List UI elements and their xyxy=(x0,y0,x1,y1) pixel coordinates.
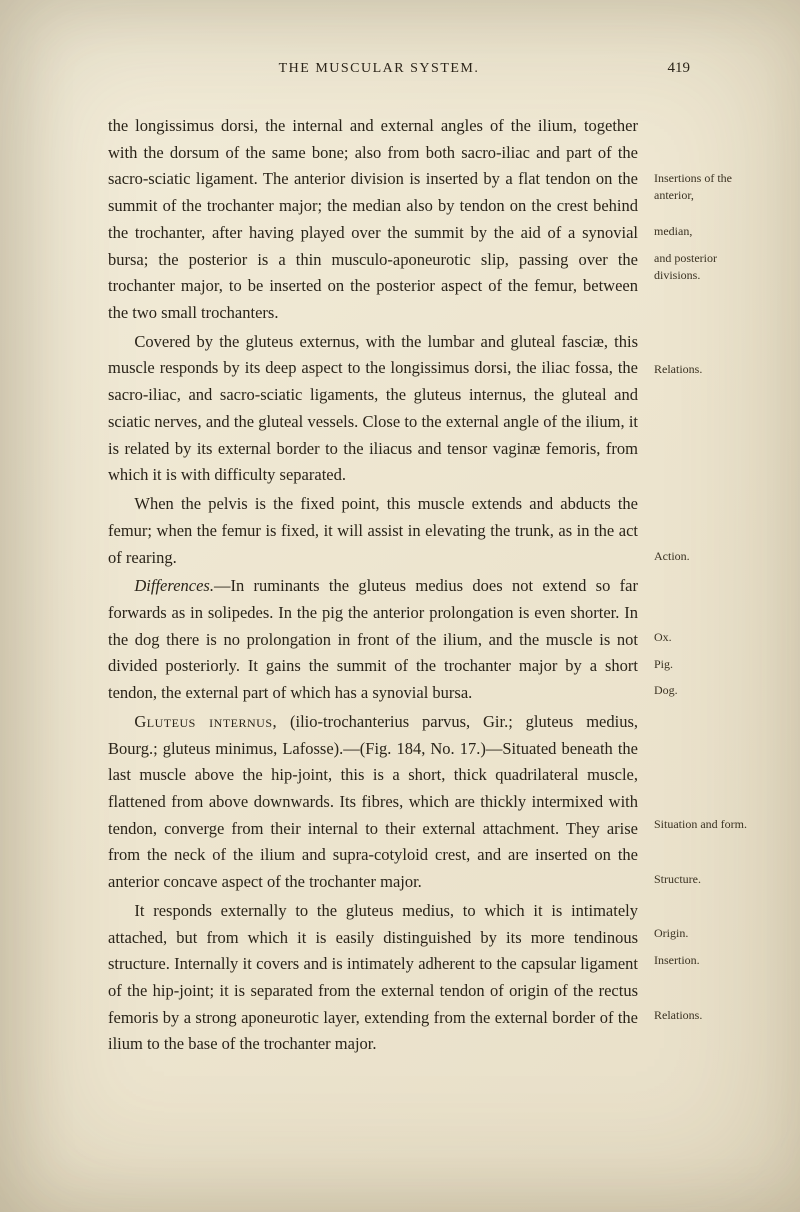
margin-note-situation-form: Situation and form. xyxy=(654,816,764,833)
margin-note-pig: Pig. xyxy=(654,656,764,673)
margin-notes-column: Insertions of the anterior, median, and … xyxy=(654,113,764,1058)
header-row: THE MUSCULAR SYSTEM. 419 xyxy=(108,60,752,77)
paragraph-5-body: (ilio-trochanterius parvus, Gir.; gluteu… xyxy=(108,712,638,891)
page: THE MUSCULAR SYSTEM. 419 the longissimus… xyxy=(0,0,800,1212)
running-head: THE MUSCULAR SYSTEM. xyxy=(108,61,650,77)
paragraph-6: It responds externally to the gluteus me… xyxy=(108,898,638,1058)
paragraph-2: Covered by the gluteus externus, with th… xyxy=(108,329,638,489)
differences-heading: Differences. xyxy=(134,576,214,595)
paragraph-1: the longissimus dorsi, the internal and … xyxy=(108,113,638,327)
margin-note-insertions-anterior: Insertions of the anterior, xyxy=(654,170,764,204)
margin-note-dog: Dog. xyxy=(654,682,764,699)
margin-note-action: Action. xyxy=(654,548,764,565)
margin-note-insertion: Insertion. xyxy=(654,952,764,969)
margin-note-median: median, xyxy=(654,223,764,240)
body-column: the longissimus dorsi, the internal and … xyxy=(108,113,638,1058)
margin-note-relations-2: Relations. xyxy=(654,1007,764,1024)
paragraph-5: Gluteus internus, (ilio-trochanterius pa… xyxy=(108,709,638,896)
paragraph-4: Differences.—In ruminants the gluteus me… xyxy=(108,573,638,707)
margin-note-ox: Ox. xyxy=(654,629,764,646)
margin-note-origin: Origin. xyxy=(654,925,764,942)
paragraph-3: When the pelvis is the fixed point, this… xyxy=(108,491,638,571)
margin-note-relations-1: Relations. xyxy=(654,361,764,378)
margin-note-posterior-divisions: and posterior divisions. xyxy=(654,250,764,284)
margin-note-structure: Structure. xyxy=(654,871,764,888)
gluteus-internus-heading: Gluteus internus, xyxy=(134,712,277,731)
page-number: 419 xyxy=(650,60,690,77)
